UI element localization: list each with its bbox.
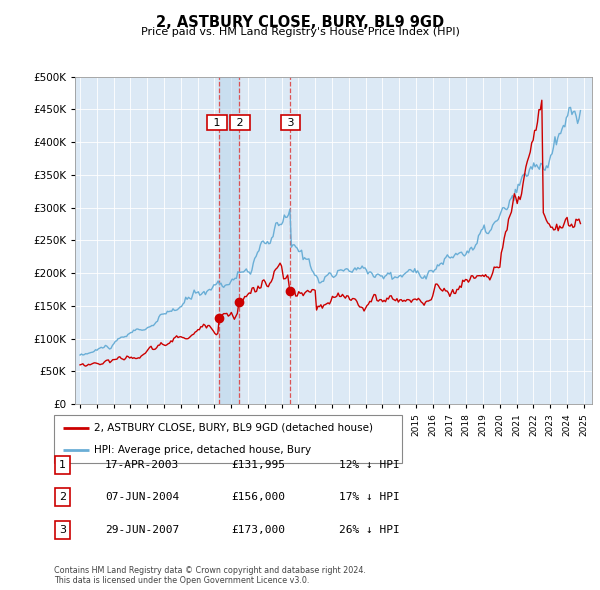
- Text: 26% ↓ HPI: 26% ↓ HPI: [339, 525, 400, 535]
- Text: £131,995: £131,995: [231, 460, 285, 470]
- FancyBboxPatch shape: [54, 415, 402, 463]
- Text: 17-APR-2003: 17-APR-2003: [105, 460, 179, 470]
- Text: 2: 2: [233, 117, 247, 127]
- Text: Contains HM Land Registry data © Crown copyright and database right 2024.
This d: Contains HM Land Registry data © Crown c…: [54, 566, 366, 585]
- Text: 12% ↓ HPI: 12% ↓ HPI: [339, 460, 400, 470]
- Text: 1: 1: [210, 117, 224, 127]
- Text: 2: 2: [59, 493, 66, 502]
- Text: 17% ↓ HPI: 17% ↓ HPI: [339, 493, 400, 502]
- Text: £156,000: £156,000: [231, 493, 285, 502]
- Text: 2, ASTBURY CLOSE, BURY, BL9 9GD (detached house): 2, ASTBURY CLOSE, BURY, BL9 9GD (detache…: [94, 423, 373, 433]
- FancyBboxPatch shape: [55, 456, 70, 474]
- Text: 29-JUN-2007: 29-JUN-2007: [105, 525, 179, 535]
- Text: 2, ASTBURY CLOSE, BURY, BL9 9GD: 2, ASTBURY CLOSE, BURY, BL9 9GD: [156, 15, 444, 30]
- FancyBboxPatch shape: [55, 489, 70, 506]
- Text: £173,000: £173,000: [231, 525, 285, 535]
- Bar: [219, 77, 239, 404]
- Text: Price paid vs. HM Land Registry's House Price Index (HPI): Price paid vs. HM Land Registry's House …: [140, 27, 460, 37]
- Text: 3: 3: [59, 525, 66, 535]
- Text: 1: 1: [59, 460, 66, 470]
- Text: HPI: Average price, detached house, Bury: HPI: Average price, detached house, Bury: [94, 445, 311, 455]
- Text: 07-JUN-2004: 07-JUN-2004: [105, 493, 179, 502]
- FancyBboxPatch shape: [55, 521, 70, 539]
- Text: 3: 3: [284, 117, 298, 127]
